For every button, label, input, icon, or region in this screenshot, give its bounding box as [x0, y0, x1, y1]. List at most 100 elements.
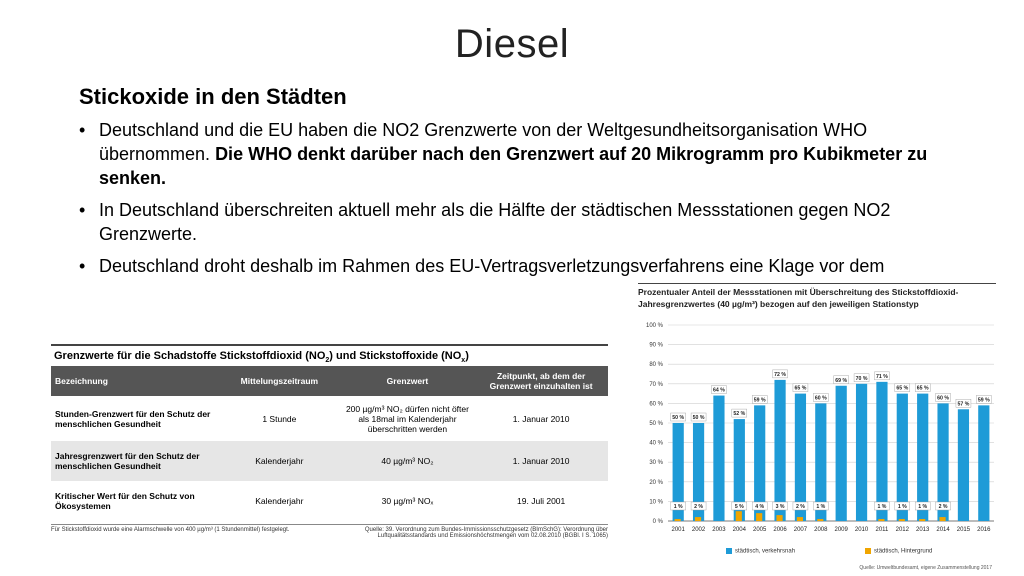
x-tick-label: 2012 [896, 527, 910, 533]
bar-hintergrund [776, 515, 783, 521]
bar-hintergrund [898, 519, 905, 521]
data-label: 52 % [733, 411, 745, 417]
x-tick-label: 2014 [936, 527, 950, 533]
bullet-text: In Deutschland überschreiten aktuell meh… [99, 200, 891, 244]
bar-hintergrund [939, 517, 946, 521]
y-tick-label: 70 % [649, 382, 663, 388]
limits-table-panel: Grenzwerte für die Schadstoffe Stickstof… [51, 344, 608, 539]
data-label: 59 % [754, 397, 766, 403]
slide-subtitle: Stickoxide in den Städten [79, 84, 347, 109]
data-label: 50 % [693, 415, 705, 421]
y-tick-label: 10 % [649, 499, 663, 505]
bar-hintergrund [919, 519, 926, 521]
table-header: Bezeichnung [51, 366, 219, 396]
bar-hintergrund [694, 517, 702, 521]
y-tick-label: 60 % [649, 401, 663, 407]
bar-verkehrsnah [774, 379, 786, 521]
data-label-box [751, 395, 768, 404]
data-label: 60 % [815, 395, 827, 401]
data-label-box [853, 373, 870, 382]
bar-verkehrsnah [815, 403, 827, 521]
bar-verkehrsnah [733, 419, 745, 521]
bar-verkehrsnah [855, 383, 868, 521]
data-label: 1 % [918, 504, 927, 510]
exceedance-chart-panel: Prozentualer Anteil der Messstationen mi… [638, 283, 996, 573]
bar-verkehrsnah [876, 381, 888, 521]
table-cell: Kalenderjahr [255, 456, 304, 466]
table-cell: 30 µg/m³ NOₓ [381, 496, 434, 506]
data-label-box [914, 501, 931, 511]
table-header: Zeitpunkt, ab dem der Grenzwert einzuhal… [474, 366, 608, 396]
bar-verkehrsnah [937, 403, 949, 521]
table-cell: Jahresgrenzwert für den Schutz der mensc… [55, 451, 200, 471]
data-label-box [731, 408, 748, 418]
data-label-box [670, 501, 686, 511]
data-label: 2 % [796, 504, 805, 510]
data-label-box [935, 393, 951, 402]
bar-hintergrund [817, 519, 824, 521]
y-tick-label: 90 % [649, 343, 663, 349]
data-label: 1 % [674, 504, 683, 510]
data-label: 2 % [939, 504, 948, 510]
x-tick-label: 2010 [855, 527, 869, 533]
data-label: 57 % [958, 401, 970, 407]
legend-item: städtisch, Hintergrund [865, 548, 932, 555]
data-label-box [670, 412, 686, 422]
data-label: 72 % [774, 372, 786, 378]
y-tick-label: 100 % [646, 323, 664, 329]
data-label-box [976, 395, 992, 404]
y-tick-label: 0 % [653, 519, 664, 525]
bullet-text: Deutschland und die EU haben die NO2 Gre… [99, 120, 868, 164]
data-label-box [751, 501, 768, 511]
x-tick-label: 2009 [835, 527, 849, 533]
exceedance-bar-chart: 0 % 10 % 20 % 30 % 40 % 50 % 60 % 70 % 80 % 90 % 1… [646, 323, 994, 533]
data-label-box [690, 412, 707, 422]
x-tick-label: 2011 [875, 527, 889, 533]
y-tick-label: 20 % [649, 480, 663, 486]
limits-table: Bezeichnung Mittelungszeitraum Grenzwert… [51, 366, 608, 521]
data-label-box [894, 383, 911, 392]
data-label: 5 % [735, 504, 744, 510]
bar-verkehrsnah [835, 385, 847, 521]
data-label: 3 % [776, 504, 785, 510]
table-title: Grenzwerte für die Schadstoffe Stickstof… [51, 344, 608, 366]
table-cell: 40 µg/m³ NO₂ [381, 456, 434, 466]
data-label-box [955, 399, 972, 408]
table-header: Mittelungszeitraum [218, 366, 341, 396]
data-label-box [874, 501, 890, 511]
bar-hintergrund [796, 517, 803, 521]
table-cell: 19. Juli 2001 [517, 496, 566, 506]
table-cell: Kritischer Wert für den Schutz von Ökosy… [55, 491, 195, 511]
bar-verkehrsnah [917, 393, 929, 521]
data-label: 60 % [937, 395, 949, 401]
data-label-box [772, 501, 788, 511]
data-label: 69 % [835, 378, 847, 384]
data-label: 4 % [755, 504, 764, 510]
data-label: 59 % [978, 397, 990, 403]
table-cell: 1 Stunde [262, 413, 297, 424]
data-label-box [935, 501, 951, 511]
data-label-box [914, 383, 931, 392]
x-tick-label: 2001 [672, 527, 686, 533]
data-label: 50 % [672, 415, 684, 421]
bar-hintergrund [735, 511, 742, 521]
data-label: 1 % [877, 504, 886, 510]
data-label: 65 % [896, 386, 908, 392]
table-cell: Stunden-Grenzwert für den Schutz der men… [55, 408, 211, 429]
bar-verkehrsnah [896, 393, 908, 521]
x-tick-label: 2003 [712, 527, 726, 533]
data-label-box [833, 375, 849, 384]
chart-source: Quelle: Umweltbundesamt, eigene Zusammen… [859, 565, 992, 571]
table-row: Stunden-Grenzwert für den Schutz der men… [51, 396, 608, 441]
bar-verkehrsnah [713, 395, 725, 521]
data-label-box [894, 501, 911, 511]
y-tick-label: 30 % [649, 460, 663, 466]
bullet-text: Deutschland droht deshalb im Rahmen des … [99, 256, 885, 276]
bar-hintergrund [878, 519, 885, 521]
bar-hintergrund [756, 513, 763, 521]
data-label: 64 % [713, 388, 725, 394]
data-label-box [874, 371, 890, 381]
x-tick-label: 2013 [916, 527, 930, 533]
data-label: 1 % [898, 504, 907, 510]
x-tick-label: 2004 [733, 527, 747, 533]
